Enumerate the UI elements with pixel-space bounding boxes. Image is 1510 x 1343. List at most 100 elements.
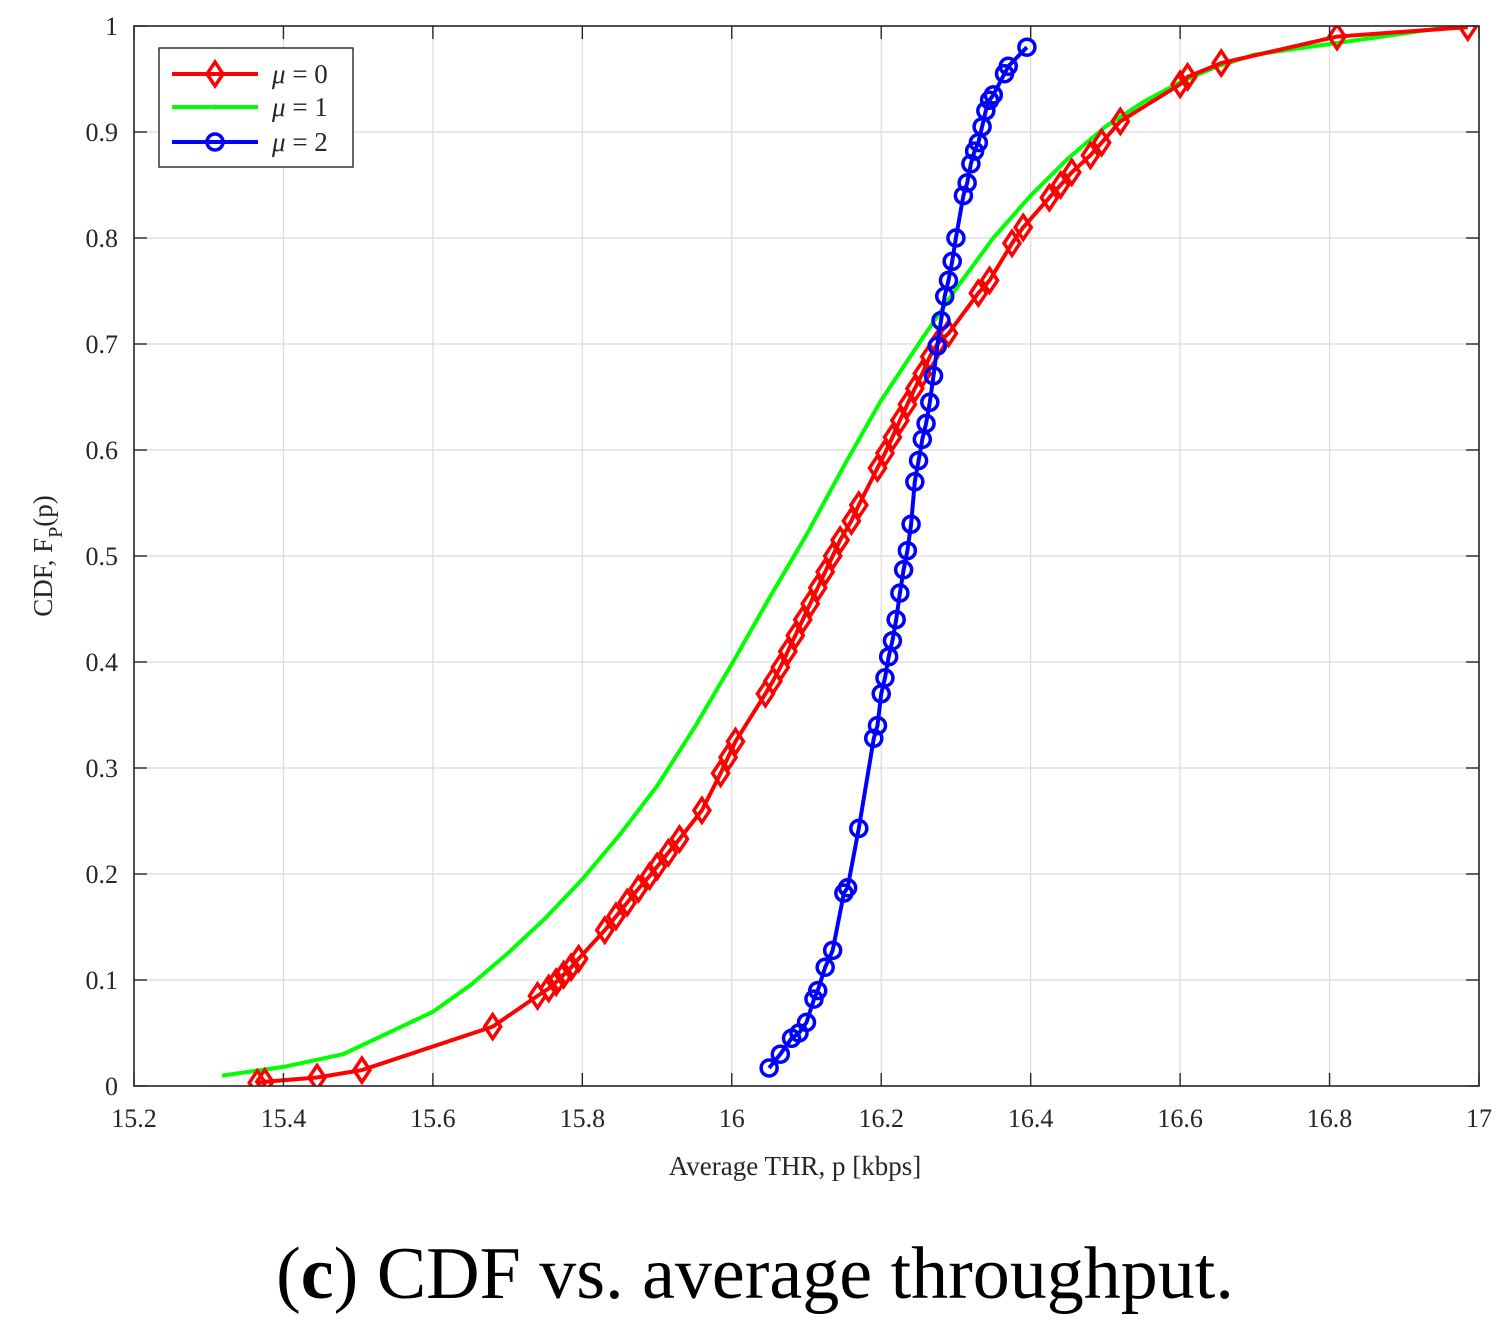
legend-marker-point [212,104,218,110]
data-point-circle [983,85,1004,105]
data-point-circle [875,668,895,688]
data-point-circle [946,228,966,248]
data-point-diamond [646,851,668,882]
caption-text: CDF vs. average throughput. [358,1233,1234,1315]
x-tick-label: 15.2 [111,1104,157,1133]
cdf-chart: 15.2 15.4 15.6 15.8 16 16.2 16.4 16.6 16.8 17 0 0.… [28,12,1492,1181]
legend-marker-circle [205,132,225,152]
series-line [257,26,1468,1085]
y-tick-label: 0.8 [86,224,119,253]
data-point [953,286,958,291]
data-point [281,1064,286,1069]
data-point-circle [1017,37,1037,57]
data-point [1140,100,1145,105]
data-point-circle [807,980,828,1001]
legend-symbol-mu-2: μ [271,127,286,157]
data-point-circle [916,413,936,434]
x-tick-label: 16.8 [1307,1104,1353,1133]
legend-value-mu-2: = 2 [286,127,328,157]
legend-entry-mu-2: μ = 2 [172,127,328,157]
data-point-diamond [1457,26,1478,43]
data-point [841,463,846,468]
y-tick-label: 0.1 [86,966,119,995]
x-tick-label: 16.6 [1157,1104,1203,1133]
data-point-circle [882,631,903,651]
x-tick-label: 15.8 [560,1104,606,1133]
data-point-diamond [1001,228,1023,259]
data-point-circle [931,310,951,331]
data-point-diamond [628,873,649,904]
data-point [767,596,772,601]
data-point-diamond [1050,169,1071,201]
y-tick-label: 0.7 [86,330,119,359]
data-point [879,398,884,403]
caption-close-paren: ) [333,1233,359,1315]
data-point-circle [897,540,918,561]
data-point-circle [886,609,906,630]
data-point-circle [890,583,910,603]
data-point [804,532,809,537]
data-point-diamond [725,726,746,757]
series-layer [221,26,1478,1086]
y-tick-label: 0 [105,1072,118,1101]
data-point-circle [905,472,925,492]
y-tick-label: 0.6 [86,436,119,465]
data-point [505,951,510,956]
x-tick-label: 16.2 [858,1104,904,1133]
data-point-diamond [979,265,1000,296]
legend-label-mu-1: μ = 1 [271,92,328,122]
data-point [655,784,660,789]
data-point-circle [938,270,959,291]
y-tick-label: 0.4 [86,648,119,677]
data-point-circle [796,1012,817,1033]
data-point [1066,156,1071,161]
data-point [1327,42,1332,47]
caption-open-paren: ( [276,1233,301,1315]
y-tick-label: 1 [105,12,118,41]
data-point-diamond [546,966,567,998]
grid-lines [134,26,1479,1086]
data-point-circle [770,1044,791,1064]
legend-label-mu-0: μ = 0 [271,59,328,89]
legend-marker-diamond [204,58,226,90]
data-point-circle [901,514,921,534]
data-point [430,1009,435,1014]
legend-entry-mu-1: μ = 1 [172,92,328,122]
data-point-diamond [568,943,589,974]
data-point-diamond [968,277,989,309]
x-tick-label: 16.4 [1008,1104,1054,1133]
axis-ticks [133,25,1480,1087]
y-axis-title-tail: (p) [28,495,58,526]
data-point [991,236,996,240]
data-point-diamond [617,887,638,918]
data-point-circle [759,1058,779,1078]
legend-value-mu-0: = 0 [286,59,328,89]
y-axis-title-subscript: P [45,527,67,538]
x-tick-label: 16 [719,1104,745,1133]
data-point-circle [920,392,940,413]
data-point-diamond [594,915,615,946]
y-tick-label: 0.2 [86,860,119,889]
data-point-circle [953,185,974,206]
data-point [1103,124,1108,129]
data-point-circle [849,818,869,839]
series-0 [247,26,1478,1086]
data-point-diamond [691,795,712,826]
legend-value-mu-1: = 1 [286,92,328,122]
data-point-diamond [830,524,851,556]
legend: μ = 0 μ = 1 μ = 2 [158,47,354,168]
data-point-diamond [553,959,574,990]
data-point [1028,193,1033,198]
legend-symbol-mu-0: μ [271,59,286,89]
data-point-circle [923,366,944,386]
data-point-diamond [658,837,679,868]
data-point-circle [864,728,884,749]
data-point-diamond [1110,106,1131,137]
data-point [916,342,921,346]
data-point-circle [961,154,981,174]
x-axis-title: Average THR, p [kbps] [669,1151,921,1181]
figure-caption: (c) CDF vs. average throughput. [0,1232,1510,1317]
series-line [767,45,1029,1070]
data-point-diamond [1080,140,1101,171]
data-point-diamond [605,901,627,932]
